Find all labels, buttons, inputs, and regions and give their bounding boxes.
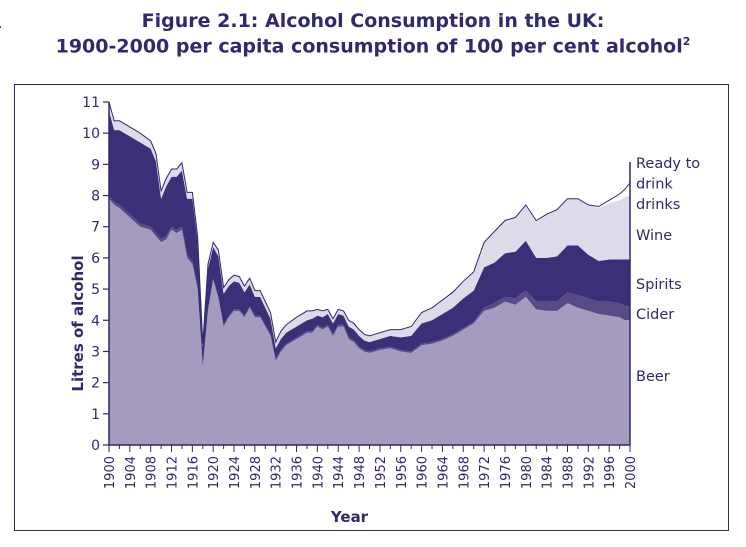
area-wine <box>109 102 630 349</box>
label-ready-to-drink: Ready to <box>636 156 700 172</box>
x-tick-label: 1972 <box>478 456 493 489</box>
x-tick-label: 1948 <box>353 456 368 489</box>
x-axis-title: Year <box>330 508 369 526</box>
x-tick-label: 1936 <box>291 456 306 489</box>
chart-title-line1: Figure 2.1: Alcohol Consumption in the U… <box>141 10 605 32</box>
x-tick-label: 1996 <box>603 456 618 489</box>
x-tick-label: 1964 <box>436 456 451 489</box>
y-tick-label: 7 <box>91 220 100 236</box>
label-cider: Cider <box>636 307 674 323</box>
x-tick-label: 1976 <box>499 456 514 489</box>
area-spirits <box>109 111 630 366</box>
chart-title-line2: 1900-2000 per capita consumption of 100 … <box>0 35 746 57</box>
x-tick-label: 1952 <box>374 456 389 489</box>
x-tick-label: 1912 <box>166 456 181 489</box>
x-tick-label: 1940 <box>311 456 326 489</box>
x-tick-label: 1916 <box>186 456 201 489</box>
y-tick-label: 11 <box>82 95 100 111</box>
x-tick-label: 1944 <box>332 456 347 489</box>
x-tick-label: 1928 <box>249 456 264 489</box>
chart-title-line2-text: 1900-2000 per capita consumption of 100 … <box>55 35 683 58</box>
chart-frame <box>14 84 729 531</box>
x-tick-label: 1932 <box>270 456 285 489</box>
y-tick-label: 5 <box>91 282 100 298</box>
x-tick-label: 1984 <box>541 456 556 489</box>
y-tick-label: 9 <box>91 157 100 173</box>
x-tick-label: 1908 <box>145 456 160 489</box>
area-beer <box>109 198 630 445</box>
x-tick-label: 1968 <box>457 456 472 489</box>
y-tick-label: 1 <box>91 407 100 423</box>
y-tick-label: 6 <box>91 251 100 267</box>
x-tick-label: 1956 <box>395 456 410 489</box>
label-beer: Beer <box>636 369 670 385</box>
x-tick-label: 2000 <box>624 456 639 489</box>
label-wine: Wine <box>636 228 672 244</box>
x-tick-label: 1900 <box>103 456 118 489</box>
y-tick-label: 2 <box>91 376 100 392</box>
y-axis-title: Litres of alcohol <box>69 255 87 391</box>
clipped-left-char: . <box>0 16 2 32</box>
x-tick-label: 1924 <box>228 456 243 489</box>
y-tick-label: 4 <box>91 313 100 329</box>
y-tick-label: 8 <box>91 189 100 205</box>
y-tick-label: 0 <box>91 438 100 454</box>
x-tick-label: 1904 <box>124 456 139 489</box>
x-tick-label: 1920 <box>207 456 222 489</box>
x-tick-label: 1992 <box>582 456 597 489</box>
x-tick-label: 1960 <box>416 456 431 489</box>
chart-title-superscript: 2 <box>682 35 691 48</box>
y-tick-label: 10 <box>82 126 100 142</box>
y-tick-label: 3 <box>91 344 100 360</box>
x-tick-label: 1988 <box>561 456 576 489</box>
label-ready-to-drink: drink <box>636 177 673 193</box>
x-tick-label: 1980 <box>520 456 535 489</box>
total-outline <box>108 101 631 344</box>
label-spirits: Spirits <box>636 277 682 293</box>
label-ready-to-drink: drinks <box>636 197 680 213</box>
